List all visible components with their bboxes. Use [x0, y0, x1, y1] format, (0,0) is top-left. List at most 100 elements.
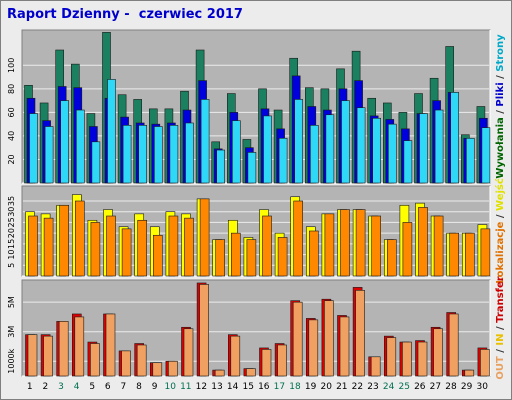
bar-kbytes-out — [90, 343, 100, 377]
bar-sites — [308, 230, 319, 277]
bar-sites — [464, 232, 475, 277]
bar-pages — [216, 149, 225, 184]
bar-sites — [184, 217, 194, 277]
bar-kbytes-out — [480, 349, 490, 377]
x-tick-label: 18 — [289, 382, 301, 392]
y-tick-label: 25 — [7, 217, 16, 227]
bar-sites — [480, 228, 491, 277]
bar-sites — [355, 209, 366, 277]
bar-pages — [169, 125, 179, 184]
x-tick-label: 28 — [445, 382, 457, 392]
bar-pages — [309, 125, 319, 184]
bar-sites — [293, 200, 304, 277]
y-tick-label: 5 — [7, 263, 16, 268]
bar-pages — [403, 140, 413, 184]
bar-pages — [200, 99, 210, 184]
x-tick-label: 24 — [383, 382, 395, 392]
x-tick-label: 22 — [352, 382, 363, 392]
bar-pages — [419, 113, 428, 184]
bar-kbytes-out — [183, 328, 194, 377]
y-tick-label: 5M — [7, 296, 16, 308]
bar-kbytes-out — [136, 344, 147, 377]
bar-pages — [278, 137, 288, 184]
bar-pages — [107, 79, 116, 184]
bar-kbytes-out — [199, 284, 209, 377]
bar-kbytes-out — [105, 313, 116, 377]
bar-pages — [185, 122, 194, 184]
side-legend-visits: Lokalizacje / Wejść — [494, 178, 506, 284]
bar-pages — [91, 141, 101, 184]
x-tick-label: 23 — [367, 382, 378, 392]
x-tick-label: 8 — [136, 382, 142, 392]
x-tick-label: 29 — [461, 382, 473, 392]
bar-pages — [325, 114, 335, 184]
bar-kbytes-out — [292, 301, 303, 377]
bar-pages — [29, 113, 38, 184]
bar-kbytes-out — [448, 313, 459, 377]
bar-pages — [44, 126, 54, 184]
y-tick-label: 80 — [7, 84, 16, 94]
bar-kbytes-out — [277, 344, 287, 377]
y-tick-label: 3M — [7, 326, 16, 338]
x-tick-label: 16 — [258, 382, 270, 392]
bar-pages — [356, 107, 366, 184]
x-tick-label: 11 — [180, 382, 191, 392]
bar-kbytes-out — [417, 341, 428, 377]
x-tick-label: 30 — [476, 382, 488, 392]
bar-pages — [247, 152, 257, 184]
bar-pages — [122, 125, 132, 184]
x-tick-label: 27 — [430, 382, 441, 392]
bar-kbytes-out — [246, 368, 256, 377]
bar-sites — [324, 213, 335, 277]
x-tick-label: 25 — [398, 382, 409, 392]
bar-kbytes-out — [43, 335, 53, 377]
y-tick-label: 10 — [7, 249, 16, 259]
bar-sites — [402, 222, 413, 277]
x-tick-label: 7 — [121, 382, 127, 392]
bar-kbytes-out — [433, 328, 443, 377]
bar-sites — [121, 228, 132, 277]
bar-pages — [60, 100, 70, 184]
bar-sites — [137, 219, 147, 277]
x-tick-label: 14 — [227, 382, 239, 392]
y-tick-label: 20 — [7, 228, 16, 238]
bar-pages — [341, 100, 350, 184]
bar-pages — [154, 126, 163, 184]
bar-kbytes-out — [121, 350, 131, 377]
bar-sites — [28, 215, 38, 277]
x-tick-label: 10 — [164, 382, 176, 392]
bar-pages — [138, 125, 147, 184]
bar-sites — [433, 215, 444, 277]
bar-kbytes-out — [261, 349, 272, 377]
bar-sites — [90, 222, 101, 277]
bar-kbytes-out — [308, 319, 319, 377]
x-tick-label: 12 — [196, 382, 207, 392]
y-tick-label: 30 — [7, 207, 16, 217]
bar-sites — [199, 198, 210, 277]
y-tick-label: 35 — [7, 196, 16, 206]
bar-kbytes-out — [355, 290, 365, 377]
bar-sites — [449, 232, 460, 277]
y-tick-label: 15 — [7, 239, 16, 249]
bar-sites — [43, 217, 54, 277]
bar-kbytes-out — [58, 321, 69, 377]
bar-sites — [262, 215, 272, 277]
bar-sites — [371, 215, 382, 277]
y-tick-label: 1000k — [7, 348, 16, 373]
bar-sites — [153, 234, 163, 277]
plot-area-kbytes — [21, 279, 491, 377]
bar-sites — [215, 239, 225, 277]
x-tick-label: 26 — [414, 382, 426, 392]
x-tick-label: 6 — [105, 382, 111, 392]
bar-sites — [231, 232, 241, 277]
side-legend-kbytes: OUT / IN / Transfer — [495, 276, 506, 379]
bar-pages — [450, 92, 460, 184]
x-tick-label: 9 — [152, 382, 158, 392]
y-tick-label: 20 — [7, 154, 16, 164]
x-tick-label: 4 — [74, 382, 80, 392]
bar-kbytes-out — [168, 360, 178, 377]
bar-kbytes-out — [324, 300, 334, 377]
x-tick-label: 19 — [305, 382, 317, 392]
bar-pages — [263, 115, 272, 184]
